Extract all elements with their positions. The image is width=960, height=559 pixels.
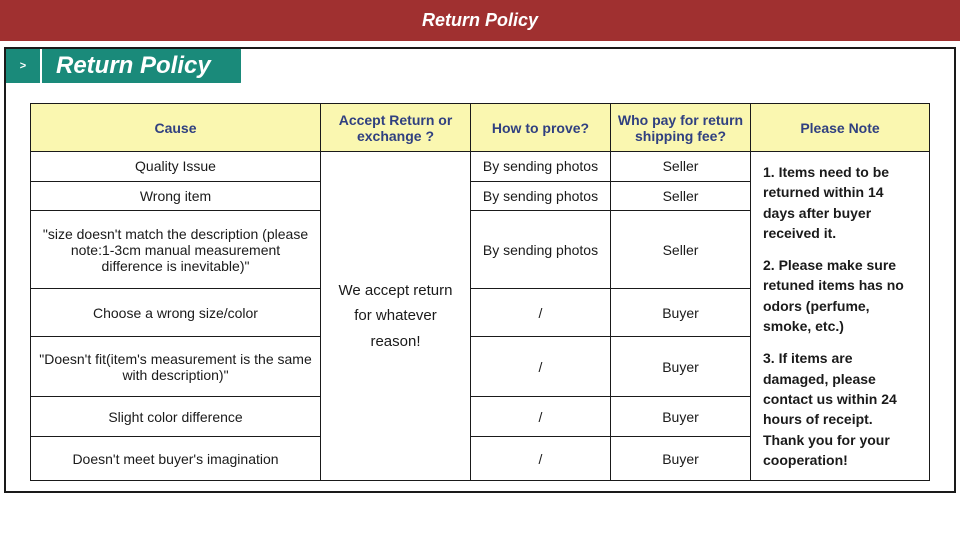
return-policy-table: Cause Accept Return or exchange ? How to… — [30, 103, 930, 481]
ribbon-body: Return Policy — [42, 49, 241, 83]
cell-who: Seller — [611, 152, 751, 182]
cell-prove: / — [471, 397, 611, 437]
cell-notes: 1. Items need to be returned within 14 d… — [751, 152, 930, 481]
cell-prove: By sending photos — [471, 211, 611, 289]
th-who: Who pay for return shipping fee? — [611, 104, 751, 152]
cell-who: Buyer — [611, 289, 751, 337]
ribbon-icon-glyph: > — [20, 60, 26, 72]
th-note: Please Note — [751, 104, 930, 152]
cell-who: Seller — [611, 181, 751, 211]
main-container: > Return Policy Cause Accept Return or e… — [4, 47, 956, 493]
cell-prove: By sending photos — [471, 152, 611, 182]
note-2: 2. Please make sure retuned items has no… — [763, 255, 917, 336]
accept-text: We accept return for whatever reason! — [339, 282, 453, 350]
cell-who: Buyer — [611, 397, 751, 437]
table-row: Quality Issue We accept return for whate… — [31, 152, 930, 182]
cell-cause: Choose a wrong size/color — [31, 289, 321, 337]
cell-prove: / — [471, 437, 611, 481]
cell-prove: By sending photos — [471, 181, 611, 211]
ribbon-title: Return Policy — [56, 52, 211, 79]
cell-prove: / — [471, 337, 611, 397]
note-1: 1. Items need to be returned within 14 d… — [763, 162, 917, 243]
table-body: Quality Issue We accept return for whate… — [31, 152, 930, 481]
cell-cause: Wrong item — [31, 181, 321, 211]
ribbon-notch — [227, 49, 241, 83]
cell-who: Seller — [611, 211, 751, 289]
th-accept: Accept Return or exchange ? — [321, 104, 471, 152]
th-cause: Cause — [31, 104, 321, 152]
ribbon-header: > Return Policy — [6, 49, 954, 83]
cell-cause: "size doesn't match the description (ple… — [31, 211, 321, 289]
cell-cause: Doesn't meet buyer's imagination — [31, 437, 321, 481]
th-prove: How to prove? — [471, 104, 611, 152]
note-3: 3. If items are damaged, please contact … — [763, 348, 917, 470]
cell-cause: "Doesn't fit(item's measurement is the s… — [31, 337, 321, 397]
table-header-row: Cause Accept Return or exchange ? How to… — [31, 104, 930, 152]
banner-title: Return Policy — [422, 10, 538, 30]
cell-who: Buyer — [611, 337, 751, 397]
table-wrap: Cause Accept Return or exchange ? How to… — [6, 83, 954, 481]
ribbon-arrow-icon: > — [6, 49, 40, 83]
cell-prove: / — [471, 289, 611, 337]
cell-accept: We accept return for whatever reason! — [321, 152, 471, 481]
cell-cause: Quality Issue — [31, 152, 321, 182]
cell-who: Buyer — [611, 437, 751, 481]
top-banner: Return Policy — [0, 0, 960, 43]
cell-cause: Slight color difference — [31, 397, 321, 437]
